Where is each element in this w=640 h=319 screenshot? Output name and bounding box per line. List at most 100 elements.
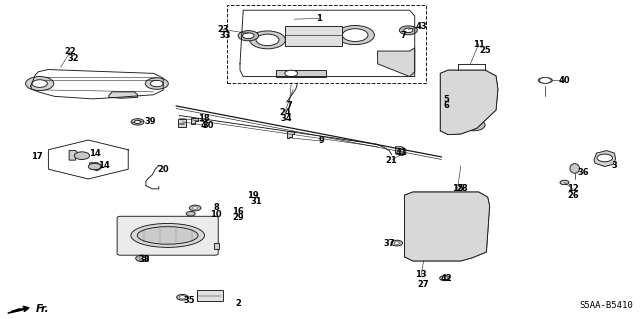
Circle shape [451, 233, 464, 239]
Circle shape [394, 242, 399, 244]
Circle shape [472, 103, 485, 109]
Circle shape [454, 89, 470, 96]
Ellipse shape [422, 210, 472, 242]
Text: 14: 14 [98, 161, 109, 170]
Circle shape [450, 112, 469, 121]
Text: 43: 43 [415, 22, 427, 31]
Circle shape [134, 120, 141, 123]
Circle shape [444, 102, 452, 107]
Text: 6: 6 [443, 101, 449, 110]
Circle shape [404, 28, 413, 33]
Ellipse shape [570, 164, 580, 173]
Polygon shape [69, 151, 78, 160]
Text: 4: 4 [200, 121, 207, 130]
Text: 18: 18 [198, 114, 209, 123]
Circle shape [131, 119, 144, 125]
Text: 31: 31 [250, 197, 262, 206]
Text: 30: 30 [202, 121, 214, 130]
Text: 27: 27 [418, 280, 429, 289]
Polygon shape [440, 70, 498, 135]
Circle shape [391, 240, 403, 246]
Text: 7: 7 [287, 101, 292, 110]
Text: 39: 39 [145, 117, 156, 126]
Polygon shape [214, 243, 219, 249]
Ellipse shape [131, 223, 205, 248]
Circle shape [186, 211, 195, 216]
Text: 5: 5 [443, 95, 449, 104]
Text: 21: 21 [386, 156, 397, 165]
Circle shape [256, 34, 279, 46]
Text: 26: 26 [567, 191, 579, 200]
Circle shape [179, 296, 186, 299]
Polygon shape [404, 192, 490, 261]
Text: 2: 2 [235, 299, 241, 308]
Text: 7: 7 [401, 31, 406, 40]
Text: S5AA-B5410: S5AA-B5410 [580, 301, 634, 310]
Polygon shape [178, 119, 186, 127]
Text: 20: 20 [157, 165, 169, 174]
Circle shape [189, 205, 201, 211]
Circle shape [442, 277, 447, 279]
Text: 34: 34 [281, 114, 292, 123]
Ellipse shape [538, 78, 552, 83]
Circle shape [145, 78, 168, 89]
Text: 10: 10 [211, 210, 222, 219]
Text: 36: 36 [578, 168, 589, 177]
Text: 37: 37 [383, 239, 395, 248]
Circle shape [243, 33, 254, 39]
Polygon shape [90, 163, 101, 171]
Text: 11: 11 [473, 40, 484, 48]
Text: Fr.: Fr. [36, 304, 49, 315]
Polygon shape [276, 70, 326, 77]
Text: 8: 8 [214, 204, 219, 212]
Circle shape [285, 70, 298, 77]
Circle shape [136, 255, 148, 262]
Text: 32: 32 [68, 54, 79, 63]
Circle shape [177, 294, 188, 300]
Text: 33: 33 [220, 31, 231, 40]
FancyBboxPatch shape [117, 216, 218, 255]
Text: 1: 1 [316, 14, 322, 23]
Circle shape [336, 26, 374, 45]
Text: 17: 17 [31, 152, 43, 161]
Circle shape [342, 29, 368, 41]
Text: 13: 13 [415, 271, 427, 279]
Text: 15: 15 [452, 184, 463, 193]
Text: 38: 38 [138, 255, 150, 263]
Circle shape [238, 31, 259, 41]
Circle shape [74, 152, 90, 160]
Polygon shape [109, 92, 138, 98]
Text: 23: 23 [217, 25, 228, 34]
Text: 41: 41 [396, 148, 408, 157]
Text: 28: 28 [456, 184, 468, 193]
Text: 14: 14 [89, 149, 100, 158]
Text: 35: 35 [183, 296, 195, 305]
Text: 12: 12 [567, 184, 579, 193]
Polygon shape [191, 118, 198, 124]
Circle shape [399, 26, 417, 35]
Circle shape [462, 119, 485, 131]
Text: 24: 24 [279, 108, 291, 117]
Text: 9: 9 [319, 137, 324, 145]
Circle shape [560, 180, 569, 185]
Text: 22: 22 [65, 47, 76, 56]
Circle shape [32, 80, 47, 87]
Circle shape [540, 78, 551, 83]
Text: 19: 19 [247, 191, 259, 200]
Circle shape [150, 80, 163, 87]
Polygon shape [8, 309, 22, 313]
Polygon shape [287, 131, 294, 138]
Ellipse shape [428, 213, 465, 238]
Circle shape [444, 98, 459, 105]
Text: 40: 40 [559, 76, 570, 85]
Polygon shape [197, 290, 223, 301]
Bar [227, 5, 426, 83]
Circle shape [448, 85, 476, 100]
Polygon shape [378, 48, 415, 77]
Text: 25: 25 [479, 46, 491, 55]
Circle shape [442, 96, 454, 102]
Circle shape [440, 276, 450, 281]
Polygon shape [396, 147, 406, 156]
Circle shape [26, 77, 54, 91]
Polygon shape [594, 151, 616, 167]
